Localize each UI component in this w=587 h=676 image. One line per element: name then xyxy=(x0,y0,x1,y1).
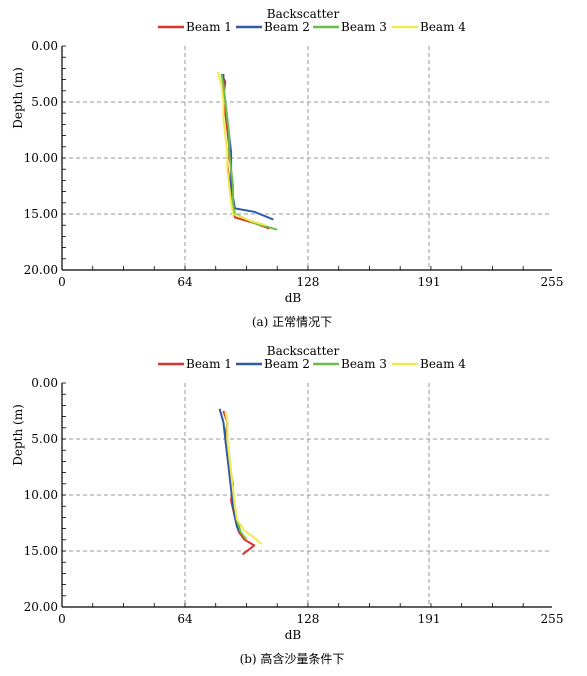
series-line-beam-4 xyxy=(216,71,266,227)
y-tick-label: 10.00 xyxy=(24,488,58,502)
y-tick-label: 10.00 xyxy=(24,151,58,165)
legend-label: Beam 1 xyxy=(186,20,232,34)
x-tick-label: 128 xyxy=(297,275,320,289)
y-axis-title: Depth (m) xyxy=(11,404,25,466)
y-axis-title: Depth (m) xyxy=(11,67,25,129)
legend-label: Beam 2 xyxy=(264,20,310,34)
x-tick-label: 128 xyxy=(297,612,320,626)
x-tick-label: 64 xyxy=(177,275,193,289)
y-tick-label: 0.00 xyxy=(31,376,58,390)
x-tick-label: 191 xyxy=(418,612,441,626)
y-tick-label: 5.00 xyxy=(31,432,58,446)
x-tick-label: 255 xyxy=(541,612,564,626)
y-tick-label: 15.00 xyxy=(24,544,58,558)
figure-caption: (b) 高含沙量条件下 xyxy=(240,651,345,666)
x-tick-label: 64 xyxy=(177,612,193,626)
figure-caption: (a) 正常情况下 xyxy=(252,315,332,329)
legend-label: Beam 3 xyxy=(341,357,387,371)
x-tick-label: 0 xyxy=(58,612,66,626)
x-tick-label: 191 xyxy=(418,275,441,289)
chart-title: Backscatter xyxy=(267,344,340,358)
y-tick-label: 20.00 xyxy=(24,600,58,614)
legend-label: Beam 3 xyxy=(341,20,387,34)
chart-b: 0 64 128 191 255 0.00 5.00 10.00 15.00 20.00 dB Dep… xyxy=(11,344,563,666)
legend-label: Beam 4 xyxy=(420,357,466,371)
legend-label: Beam 4 xyxy=(420,20,466,34)
y-tick-label: 0.00 xyxy=(31,39,58,53)
chart-title: Backscatter xyxy=(267,7,340,21)
x-axis-title: dB xyxy=(285,628,302,642)
series-line-beam-4 xyxy=(224,410,263,546)
y-tick-label: 15.00 xyxy=(24,207,58,221)
legend-label: Beam 2 xyxy=(264,357,310,371)
legend-label: Beam 1 xyxy=(186,357,232,371)
y-tick-label: 5.00 xyxy=(31,95,58,109)
y-tick-label: 20.00 xyxy=(24,263,58,277)
x-tick-label: 255 xyxy=(541,275,564,289)
chart-a: 0 64 128 191 255 0.00 5.00 10.00 15.00 20.00 dB Dep… xyxy=(11,7,563,329)
series-line-beam-2 xyxy=(218,408,240,532)
x-axis-title: dB xyxy=(285,291,302,305)
x-tick-label: 0 xyxy=(58,275,66,289)
